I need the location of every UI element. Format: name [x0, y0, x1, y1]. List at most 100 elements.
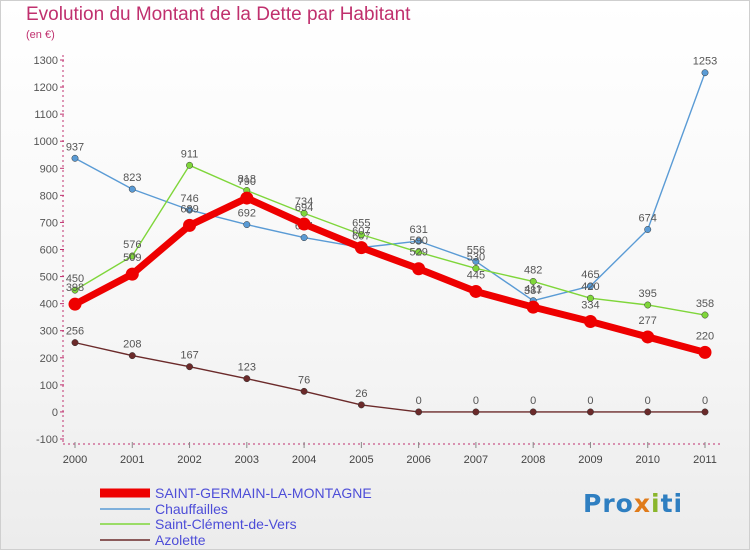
x-tick-label: 2006	[406, 454, 430, 466]
data-point	[300, 387, 308, 395]
data-label: 590	[409, 235, 427, 247]
data-point	[128, 352, 136, 360]
x-tick-label: 2001	[120, 454, 144, 466]
data-label: 411	[524, 284, 542, 296]
logo-letter: o	[615, 489, 634, 518]
data-label: 0	[473, 395, 479, 407]
data-label: 395	[639, 288, 657, 300]
data-point	[587, 282, 594, 290]
data-point	[128, 185, 136, 193]
series-line	[73, 194, 706, 356]
data-label: 167	[180, 350, 198, 362]
data-point	[243, 221, 251, 229]
data-label: 746	[180, 193, 198, 205]
x-tick-label: 2008	[521, 454, 545, 466]
y-tick-label: 400	[40, 299, 58, 311]
y-tick-label: 100	[40, 380, 58, 392]
x-tick-label: 2000	[63, 454, 87, 466]
data-label: 220	[696, 330, 714, 342]
data-label: 445	[467, 269, 485, 281]
data-label: 76	[298, 374, 310, 386]
data-label: 692	[238, 208, 256, 220]
series-saint-germain-la-montagne: 398 509 689 790 694 607 529 445 387 334 277 220	[66, 176, 714, 359]
data-label: 823	[123, 172, 141, 184]
data-point	[243, 375, 251, 383]
data-label: 387	[524, 285, 542, 297]
data-label: 674	[639, 212, 657, 224]
data-label: 208	[123, 339, 141, 351]
data-label: 734	[295, 196, 313, 208]
series-saint-cl-ment-de-vers: 450 576 911 818 734 655 590 530 482 420 395 358	[66, 148, 714, 319]
data-label: 694	[295, 202, 313, 214]
y-tick-label: 1300	[34, 55, 58, 67]
data-label: 123	[238, 362, 256, 374]
y-tick-label: 300	[40, 326, 58, 338]
data-point	[644, 408, 652, 416]
data-point	[354, 241, 368, 255]
y-tick-label: 1100	[34, 109, 58, 121]
data-label: 398	[66, 282, 84, 294]
data-label: 0	[530, 395, 536, 407]
data-label: 358	[696, 298, 714, 310]
data-point	[412, 262, 426, 276]
data-label: 334	[581, 300, 599, 312]
data-point	[472, 257, 480, 265]
data-label: 689	[180, 203, 198, 215]
data-point	[698, 345, 712, 359]
x-tick-label: 2004	[292, 454, 316, 466]
data-point	[357, 401, 365, 409]
data-point	[644, 226, 652, 233]
data-point	[300, 234, 308, 242]
data-point	[472, 408, 480, 416]
data-label: 465	[581, 269, 599, 281]
data-point	[300, 209, 308, 217]
y-tick-label: 700	[40, 217, 58, 229]
x-tick-label: 2010	[635, 454, 659, 466]
data-point	[297, 217, 311, 231]
data-point	[701, 69, 709, 77]
data-label: 482	[524, 264, 542, 276]
y-tick-label: -100	[36, 434, 58, 446]
y-tick-label: 900	[40, 163, 58, 175]
legend-label: SAINT-GERMAIN-LA-MONTAGNE	[155, 485, 372, 501]
data-point	[357, 231, 365, 239]
data-label: 0	[416, 395, 422, 407]
data-point	[641, 330, 655, 344]
x-tick-label: 2002	[177, 454, 201, 466]
data-point	[186, 363, 193, 371]
data-label: 911	[181, 148, 199, 160]
data-point	[472, 265, 480, 272]
logo-letter: r	[602, 489, 616, 518]
legend-label: Chauffailles	[155, 501, 228, 517]
data-point	[583, 315, 597, 329]
logo-letter: i	[651, 489, 661, 518]
y-tick-label: 0	[52, 407, 58, 419]
logo-letter: x	[633, 489, 651, 518]
data-point	[587, 294, 594, 302]
chart-subtitle: (en €)	[26, 29, 55, 41]
proxiti-logo: Proxiti	[583, 489, 683, 518]
x-tick-label: 2011	[693, 454, 717, 466]
data-point	[71, 286, 79, 294]
logo-letter: P	[583, 489, 603, 518]
data-label: 529	[409, 247, 427, 259]
logo-letter: i	[673, 489, 684, 518]
series-line	[74, 164, 706, 316]
data-point	[526, 300, 540, 314]
data-point	[71, 339, 79, 347]
data-point	[701, 408, 709, 416]
data-point	[644, 301, 652, 309]
data-point	[71, 154, 79, 162]
data-point	[183, 218, 197, 232]
data-label: 256	[66, 326, 84, 338]
data-label: 556	[467, 244, 485, 256]
y-tick-label: 1200	[34, 82, 58, 94]
x-tick-label: 2003	[235, 454, 259, 466]
data-label: 0	[587, 395, 593, 407]
series-azolette: 256 208 167 123 76 26 0 0 0 0 0 0	[66, 326, 709, 416]
data-label: 937	[66, 141, 84, 153]
data-point	[415, 237, 423, 245]
data-label: 530	[467, 251, 485, 263]
chart-title: Evolution du Montant de la Dette par Hab…	[26, 4, 411, 25]
